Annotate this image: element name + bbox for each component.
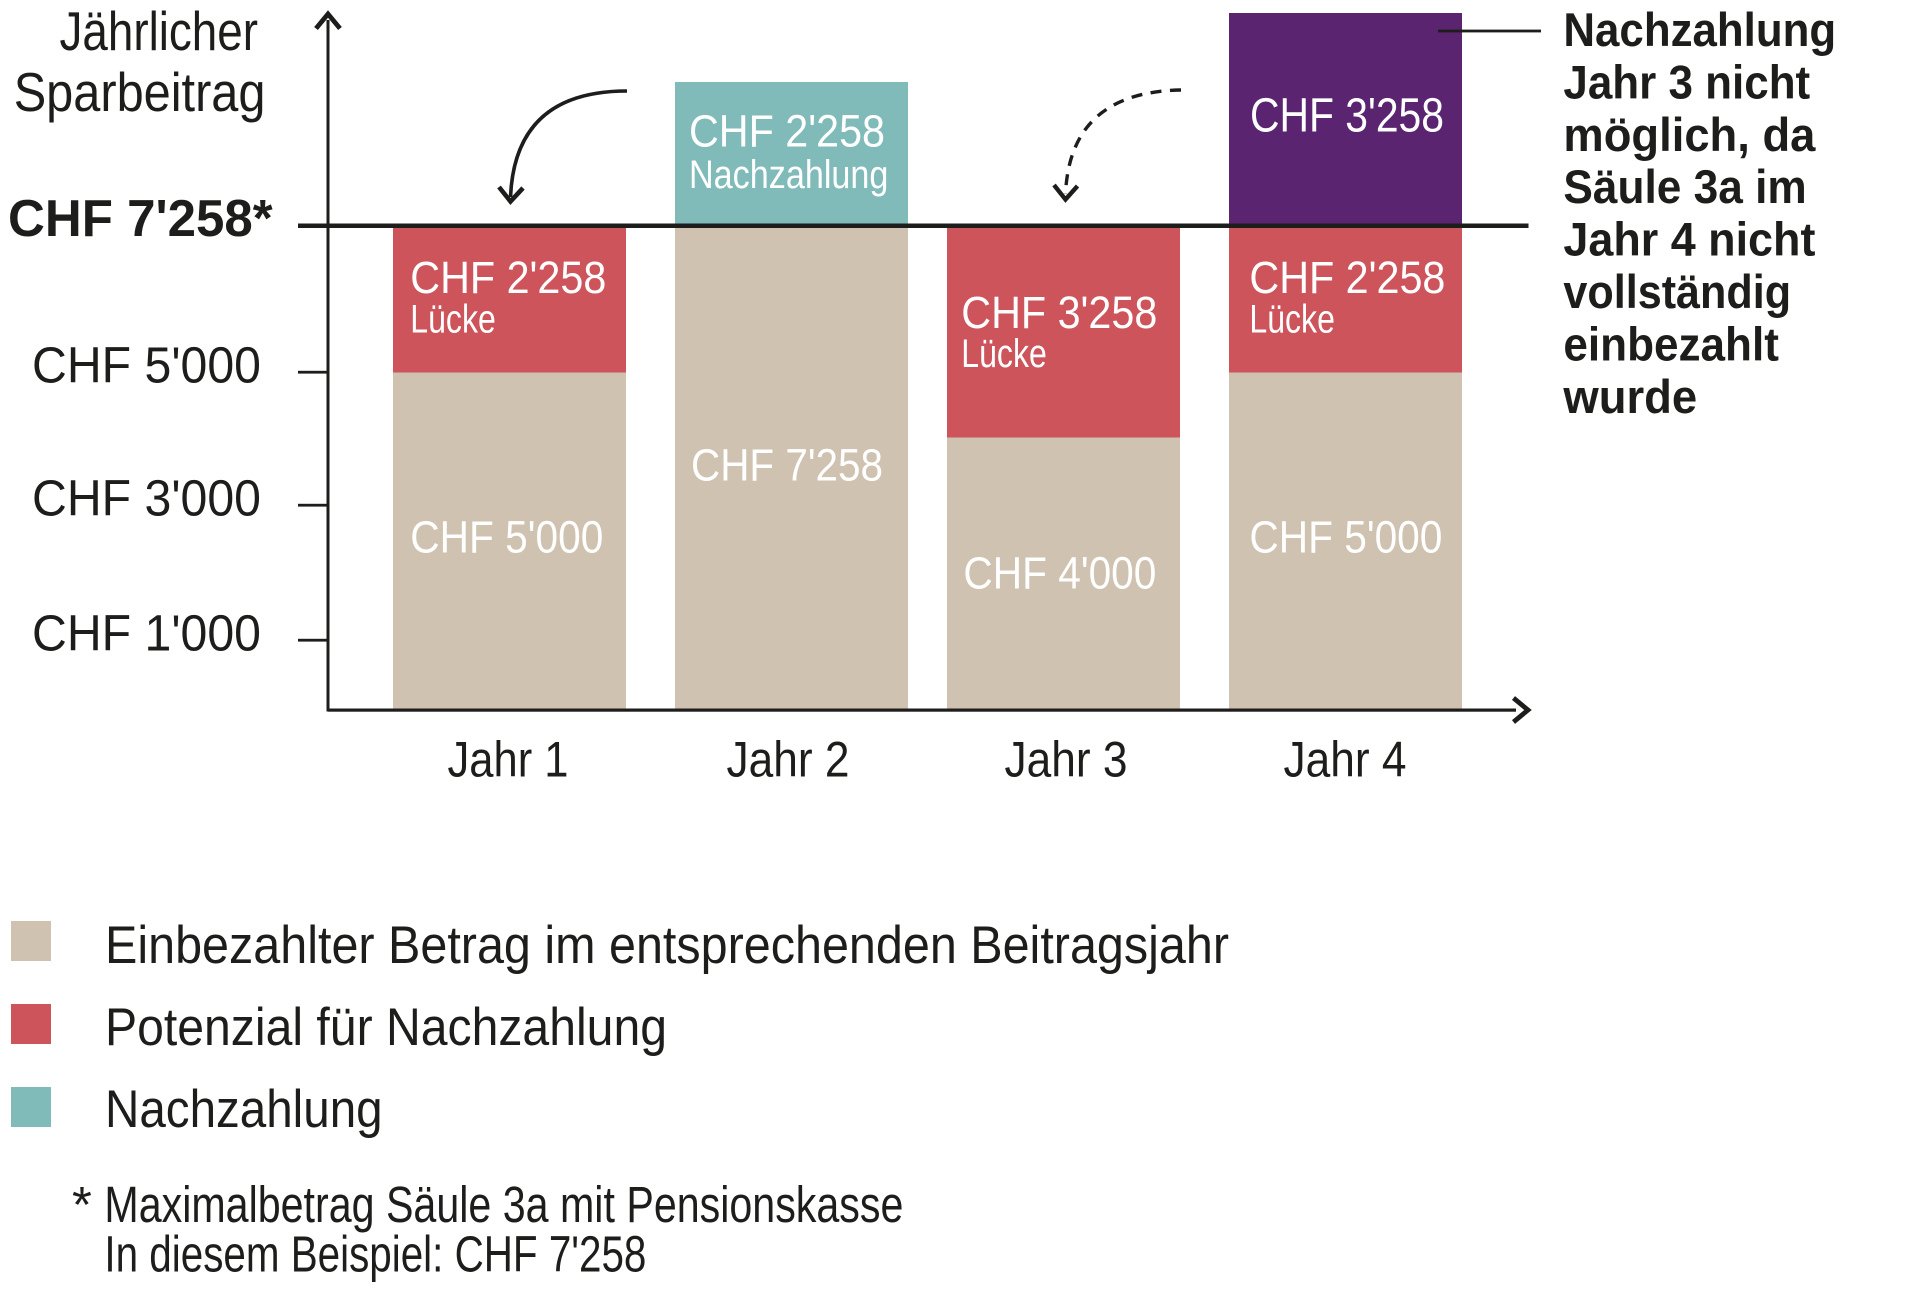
svg-text:einbezahlt: einbezahlt xyxy=(1563,318,1779,371)
svg-text:CHF 3'000: CHF 3'000 xyxy=(32,470,261,527)
svg-text:Säule 3a im: Säule 3a im xyxy=(1563,161,1806,214)
svg-text:wurde: wurde xyxy=(1562,371,1697,424)
svg-text:Sparbeitrag: Sparbeitrag xyxy=(14,61,266,123)
svg-text:Lücke: Lücke xyxy=(410,298,496,342)
svg-text:Jahr 3 nicht: Jahr 3 nicht xyxy=(1563,56,1810,109)
svg-text:CHF 3'258: CHF 3'258 xyxy=(1250,89,1444,143)
svg-text:Nachzahlung: Nachzahlung xyxy=(689,153,888,197)
svg-text:Jahr 4: Jahr 4 xyxy=(1284,732,1407,788)
svg-text:CHF 2'258: CHF 2'258 xyxy=(1249,252,1445,303)
svg-text:CHF 4'000: CHF 4'000 xyxy=(963,548,1156,599)
svg-text:CHF 5'000: CHF 5'000 xyxy=(32,337,261,394)
svg-text:CHF 7'258*: CHF 7'258* xyxy=(8,189,273,247)
svg-text:Nachzahlung: Nachzahlung xyxy=(1563,4,1836,57)
svg-text:Jahr 2: Jahr 2 xyxy=(727,732,850,788)
svg-text:CHF 5'000: CHF 5'000 xyxy=(410,512,603,563)
svg-text:möglich, da: möglich, da xyxy=(1563,109,1816,162)
svg-text:CHF 7'258: CHF 7'258 xyxy=(691,440,883,491)
svg-text:Potenzial für Nachzahlung: Potenzial für Nachzahlung xyxy=(105,998,667,1057)
svg-text:Jahr 3: Jahr 3 xyxy=(1005,732,1128,788)
svg-text:vollständig: vollständig xyxy=(1563,266,1791,319)
svg-text:CHF 3'258: CHF 3'258 xyxy=(961,287,1157,338)
svg-text:CHF 2'258: CHF 2'258 xyxy=(689,105,885,156)
svg-text:Jahr 1: Jahr 1 xyxy=(448,732,569,788)
svg-text:Jahr 4 nicht: Jahr 4 nicht xyxy=(1563,214,1815,267)
svg-text:CHF 1'000: CHF 1'000 xyxy=(32,605,261,662)
svg-text:In diesem Beispiel: CHF 7'258: In diesem Beispiel: CHF 7'258 xyxy=(104,1226,646,1283)
svg-text:*: * xyxy=(72,1176,92,1233)
svg-text:Einbezahlter Betrag im entspre: Einbezahlter Betrag im entsprechenden Be… xyxy=(105,916,1229,975)
svg-text:Lücke: Lücke xyxy=(1249,297,1335,341)
svg-text:Maximalbetrag Säule 3a mit Pen: Maximalbetrag Säule 3a mit Pensionskasse xyxy=(104,1176,903,1233)
svg-text:CHF 2'258: CHF 2'258 xyxy=(410,252,606,303)
svg-text:Nachzahlung: Nachzahlung xyxy=(105,1080,383,1139)
svg-text:Jährlicher: Jährlicher xyxy=(60,0,259,62)
svg-text:Lücke: Lücke xyxy=(961,332,1047,376)
svg-text:CHF 5'000: CHF 5'000 xyxy=(1249,512,1442,563)
